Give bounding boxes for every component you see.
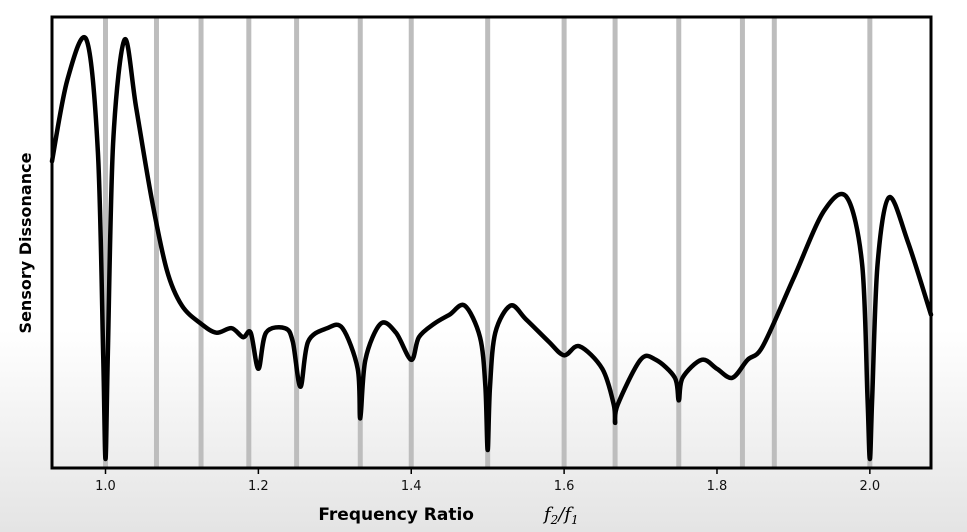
x-ticks: 1.0 1.2 1.4 1.6 1.8 2.0 — [95, 468, 880, 494]
y-axis-title: Sensory Dissonance — [16, 152, 35, 333]
x-tick-label-0: 1.0 — [95, 479, 116, 494]
x-tick-label-5: 2.0 — [860, 479, 881, 494]
x-axis-title: Frequency Ratio — [318, 505, 474, 525]
x-axis-math-label: f2/f1 — [542, 504, 579, 527]
gridlines — [103, 17, 873, 468]
plot-frame — [50, 15, 933, 470]
x-tick-label-4: 1.8 — [707, 479, 728, 494]
x-tick-label-1: 1.2 — [248, 479, 269, 494]
x-tick-label-2: 1.4 — [401, 479, 422, 494]
x-tick-label-3: 1.6 — [554, 479, 575, 494]
dissonance-curve — [49, 35, 934, 462]
